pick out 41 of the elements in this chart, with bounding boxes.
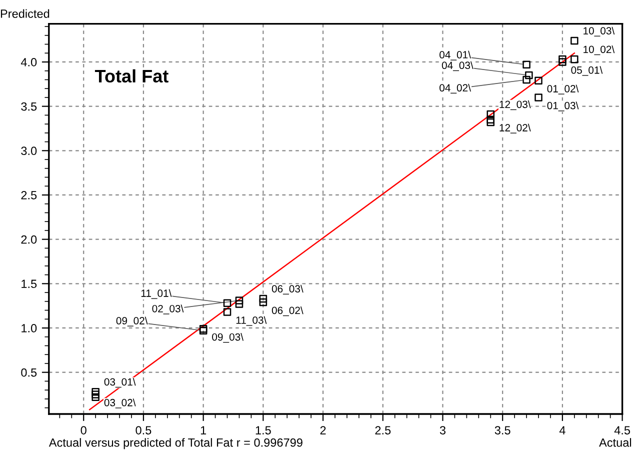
- annotation: 04_02\: [440, 84, 471, 94]
- annotation: 02_03\: [152, 304, 184, 314]
- annotation: 12_02\: [500, 124, 531, 134]
- annotation: 10_02\: [584, 45, 615, 56]
- y-tick-label: 2.0: [21, 235, 37, 244]
- x-tick-label: 1: [200, 426, 206, 434]
- x-tick-label: 4: [559, 426, 566, 434]
- y-tick-label: 2.5: [21, 191, 37, 200]
- annotation: 06_02\: [272, 306, 304, 316]
- y-tick-label: 0.5: [21, 368, 37, 377]
- y-tick-label: 3.5: [21, 102, 37, 111]
- annotation: 11_01\: [141, 289, 172, 299]
- x-tick-label: 3.5: [494, 426, 510, 434]
- annotation: 04_01\: [440, 50, 471, 60]
- y-axis-title: Predicted: [0, 9, 50, 18]
- annotation: 12_03\: [500, 100, 531, 110]
- y-tick-label: 1.0: [22, 324, 37, 332]
- x-tick-label: 0: [80, 426, 86, 434]
- annotation: 09_03\: [212, 333, 244, 343]
- annotation: 03_01\: [104, 378, 136, 388]
- y-tick-label: 1.5: [22, 280, 37, 288]
- x-tick-label: 4.5: [614, 426, 630, 434]
- annotation: 03_02\: [104, 398, 136, 408]
- annotation: 11_03\: [236, 316, 267, 326]
- x-tick-label: 0.5: [136, 426, 152, 434]
- x-axis-title: Actual: [599, 438, 632, 447]
- annotation: 01_02\: [547, 84, 579, 94]
- annotation: 09_02\: [116, 316, 148, 326]
- annotation: Total Fat: [94, 69, 168, 83]
- annotation: 06_03\: [272, 284, 304, 294]
- y-tick-label: 3.0: [21, 146, 37, 156]
- y-tick-label: 4.0: [20, 58, 37, 66]
- x-tick-label: 2.5: [375, 426, 391, 434]
- text: Actual versus predicted of Total Fat r = 0.996799: [48, 438, 302, 450]
- x-tick-label: 2: [320, 426, 326, 434]
- x-tick-label: 3: [440, 426, 446, 434]
- annotation: 04_03\: [442, 61, 474, 72]
- annotation: 05_01\: [571, 66, 603, 76]
- x-tick-label: 1.5: [256, 426, 271, 434]
- annotation: 01_03\: [547, 102, 579, 112]
- annotation: 10_03\: [584, 26, 615, 36]
